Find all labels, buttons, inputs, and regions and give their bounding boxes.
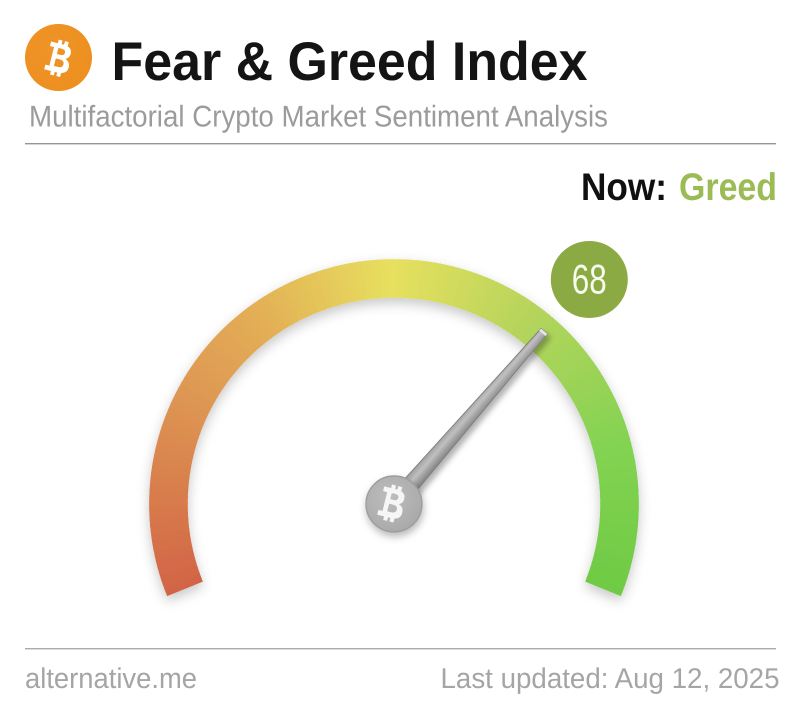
svg-text:Fear & Greed Index: Fear & Greed Index [112,31,588,92]
svg-text:Greed: Greed [679,166,777,209]
svg-text:Last updated: Aug 12, 2025: Last updated: Aug 12, 2025 [441,663,780,695]
svg-text:68: 68 [572,256,607,303]
svg-text:Multifactorial Crypto Market S: Multifactorial Crypto Market Sentiment A… [29,101,608,134]
svg-text:alternative.me: alternative.me [25,663,197,695]
svg-text:Now:: Now: [581,166,667,209]
